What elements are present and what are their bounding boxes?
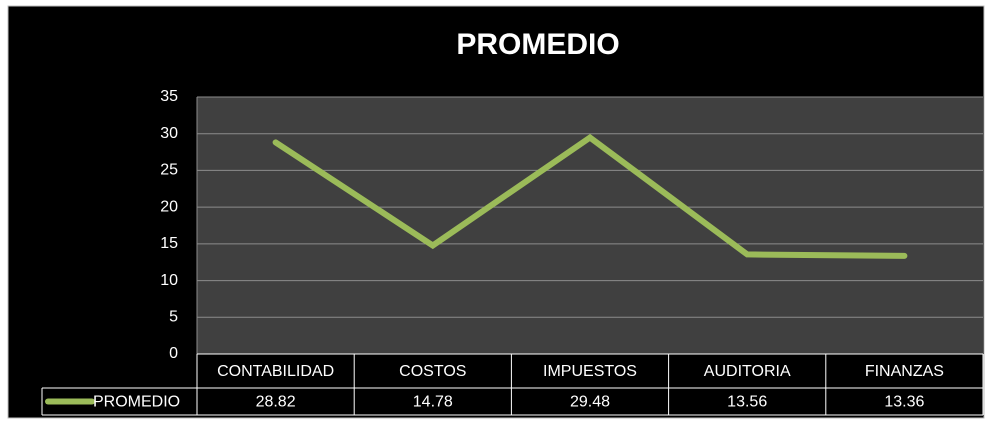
legend-label: PROMEDIO [93, 394, 180, 411]
x-tick-label: COSTOS [399, 363, 466, 380]
y-tick-label: 15 [160, 235, 178, 252]
chart-title: PROMEDIO [456, 28, 619, 61]
y-tick-label: 25 [160, 162, 178, 179]
y-tick-label: 30 [160, 125, 178, 142]
y-tick-label: 10 [160, 272, 178, 289]
table-value: 29.48 [570, 394, 610, 411]
table-value: 13.56 [727, 394, 767, 411]
x-tick-label: FINANZAS [865, 363, 944, 380]
y-tick-label: 5 [169, 309, 178, 326]
series-line [272, 133, 908, 259]
table-value: 14.78 [413, 394, 453, 411]
table-value: 28.82 [256, 394, 296, 411]
x-tick-label: AUDITORIA [704, 363, 791, 380]
table-value: 13.36 [884, 394, 924, 411]
x-tick-label: IMPUESTOS [543, 363, 637, 380]
y-tick-label: 35 [160, 88, 178, 105]
x-tick-label: CONTABILIDAD [217, 363, 334, 380]
y-tick-label: 20 [160, 198, 178, 215]
y-tick-label: 0 [169, 345, 178, 362]
